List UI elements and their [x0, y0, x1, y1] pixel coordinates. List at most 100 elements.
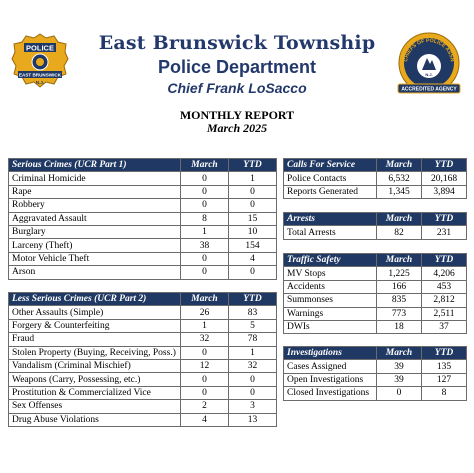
ytd-value: 0 — [228, 198, 277, 213]
ytd-column-header: YTD — [228, 157, 277, 173]
section-label: Investigations — [283, 345, 377, 361]
row-label: Drug Abuse Violations — [8, 412, 181, 427]
table-row: Total Arrests 82 231 — [283, 225, 467, 240]
table-row: Burglary 1 10 — [8, 224, 277, 240]
ytd-value: 3 — [228, 399, 277, 414]
row-label: Fraud — [8, 332, 181, 347]
ytd-column-header: YTD — [421, 252, 467, 268]
row-label: Open Investigations — [283, 372, 377, 388]
table-header-row: Arrests March YTD — [283, 211, 467, 227]
ytd-value: 8 — [421, 386, 467, 401]
table-row: DWIs 18 37 — [283, 319, 467, 335]
month-value: 6,532 — [376, 171, 422, 186]
table-row: Fraud 32 78 — [8, 332, 277, 347]
month-value: 39 — [376, 372, 422, 388]
month-column-header: March — [376, 211, 422, 227]
section-label: Calls For Service — [283, 157, 377, 173]
accreditation-seal-icon: CHIEFS OF POLICE ASSN N.J. ACCREDITED AG… — [397, 32, 461, 94]
table-row: Forgery & Counterfeiting 1 5 — [8, 318, 277, 334]
table-row: Police Contacts 6,532 20,168 — [283, 171, 467, 186]
row-label: Motor Vehicle Theft — [8, 251, 181, 267]
traffic-safety-table: Traffic Safety March YTD MV Stops 1,225 4,206… — [283, 252, 467, 335]
ytd-value: 5 — [228, 318, 277, 334]
report-title: MONTHLY REPORT — [179, 108, 295, 122]
ytd-value: 37 — [421, 319, 467, 335]
ytd-value: 2,812 — [421, 293, 467, 308]
ytd-value: 154 — [228, 238, 277, 253]
month-column-header: March — [376, 345, 422, 361]
row-label: Other Assaults (Simple) — [8, 305, 181, 320]
month-column-header: March — [180, 291, 229, 307]
month-column-header: March — [376, 252, 422, 268]
month-value: 0 — [180, 184, 229, 200]
month-value: 0 — [180, 251, 229, 267]
row-label: Summonses — [283, 293, 377, 308]
ytd-value: 231 — [421, 225, 467, 240]
section-label: Less Serious Crimes (UCR Part 2) — [8, 291, 181, 307]
table-row: Vandalism (Criminal Mischief) 12 32 — [8, 358, 277, 374]
investigations-table: Investigations March YTD Cases Assigned 39 13… — [283, 345, 467, 401]
section-label: Serious Crimes (UCR Part 1) — [8, 157, 181, 173]
chief-name: Chief Frank LoSacco — [167, 80, 307, 96]
arrests-table: Arrests March YTD Total Arrests 82 231 — [283, 211, 467, 240]
table-row: Accidents 166 453 — [283, 279, 467, 295]
ytd-value: 453 — [421, 279, 467, 295]
ytd-value: 10 — [228, 224, 277, 240]
row-label: Reports Generated — [283, 184, 377, 200]
department-title: Police Department — [157, 57, 317, 77]
serious-crimes-table: Serious Crimes (UCR Part 1) March YTD Crimi… — [8, 157, 277, 280]
month-value: 82 — [376, 225, 422, 240]
month-value: 0 — [180, 265, 229, 280]
table-row: Motor Vehicle Theft 0 4 — [8, 251, 277, 267]
less-serious-crimes-table: Less Serious Crimes (UCR Part 2) March YTD… — [8, 291, 277, 427]
table-row: Robbery 0 0 — [8, 198, 277, 213]
month-value: 0 — [180, 171, 229, 186]
table-row: Closed Investigations 0 8 — [283, 386, 467, 401]
row-label: Stolen Property (Buying, Receiving, Poss… — [8, 345, 181, 360]
report-header: POLICE EAST BRUNSWICK N.J. East Brunswic… — [0, 0, 474, 140]
month-value: 773 — [376, 306, 422, 321]
row-label: MV Stops — [283, 266, 377, 281]
table-row: Stolen Property (Buying, Receiving, Poss… — [8, 345, 277, 360]
month-value: 0 — [376, 386, 422, 401]
month-value: 0 — [180, 372, 229, 387]
ytd-value: 135 — [421, 359, 467, 374]
month-value: 38 — [180, 238, 229, 253]
row-label: Sex Offenses — [8, 399, 181, 414]
ytd-value: 1 — [228, 171, 277, 186]
month-value: 1,225 — [376, 266, 422, 281]
ytd-value: 0 — [228, 265, 277, 280]
table-row: MV Stops 1,225 4,206 — [283, 266, 467, 281]
ytd-value: 3,894 — [421, 184, 467, 200]
svg-text:N.J.: N.J. — [36, 80, 44, 85]
table-header-row: Less Serious Crimes (UCR Part 2) March YTD — [8, 291, 277, 307]
row-label: Prostitution & Commercialized Vice — [8, 385, 181, 401]
ytd-column-header: YTD — [421, 211, 467, 227]
month-value: 1,345 — [376, 184, 422, 200]
table-row: Drug Abuse Violations 4 13 — [8, 412, 277, 427]
table-row: Aggravated Assault 8 15 — [8, 211, 277, 226]
ytd-value: 13 — [228, 412, 277, 427]
table-header-row: Investigations March YTD — [283, 345, 467, 361]
row-label: Vandalism (Criminal Mischief) — [8, 358, 181, 374]
month-value: 0 — [180, 345, 229, 360]
ytd-column-header: YTD — [228, 291, 277, 307]
month-value: 835 — [376, 293, 422, 308]
row-label: Larceny (Theft) — [8, 238, 181, 253]
month-value: 18 — [376, 319, 422, 335]
table-row: Prostitution & Commercialized Vice 0 0 — [8, 385, 277, 401]
month-value: 32 — [180, 332, 229, 347]
month-value: 4 — [180, 412, 229, 427]
row-label: Arson — [8, 265, 181, 280]
calls-for-service-table: Calls For Service March YTD Police Contacts… — [283, 157, 467, 200]
ytd-value: 15 — [228, 211, 277, 226]
month-value: 12 — [180, 358, 229, 374]
month-column-header: March — [376, 157, 422, 173]
ytd-value: 127 — [421, 372, 467, 388]
ytd-value: 83 — [228, 305, 277, 320]
table-row: Arson 0 0 — [8, 265, 277, 280]
table-header-row: Calls For Service March YTD — [283, 157, 467, 173]
row-label: Criminal Homicide — [8, 171, 181, 186]
ytd-value: 0 — [228, 385, 277, 401]
row-label: Weapons (Carry, Possessing, etc.) — [8, 372, 181, 387]
